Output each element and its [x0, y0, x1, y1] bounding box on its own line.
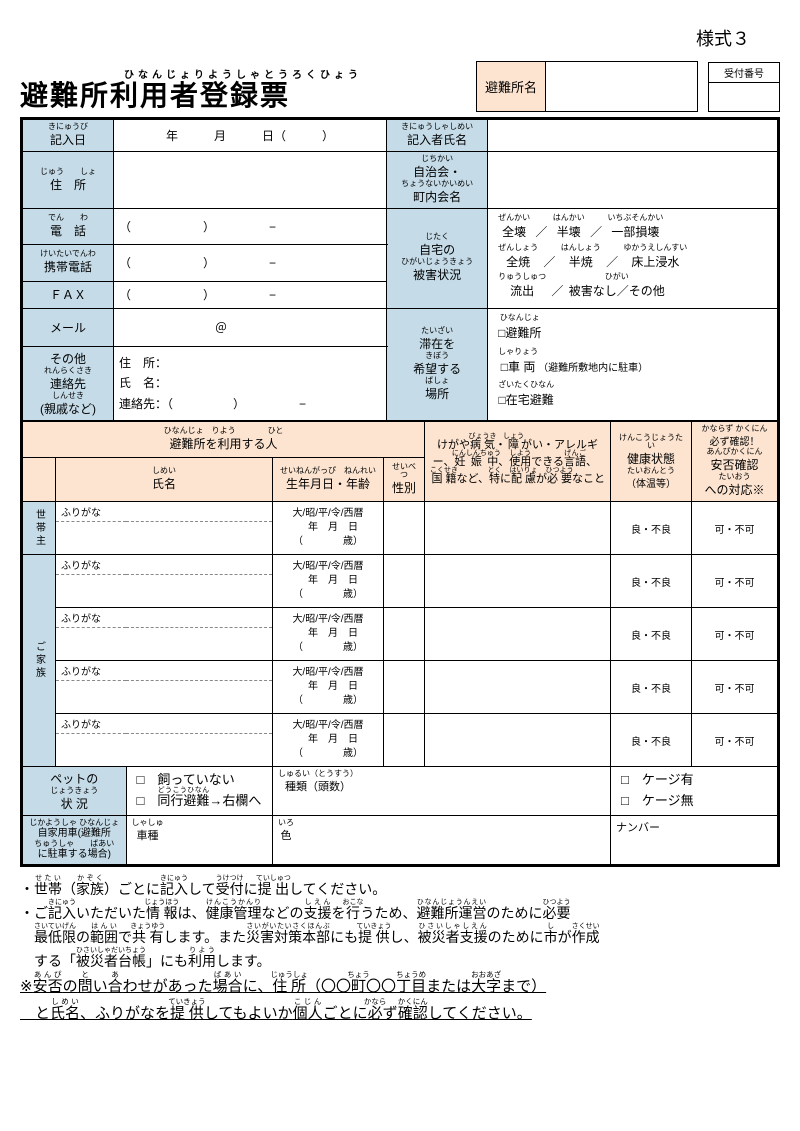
notes: ・世帯せたい（家族かぞく）ごとに記入きにゅうして受付うけつけに提出ていしゅつして… — [20, 875, 780, 1027]
mail-label: メール — [23, 308, 114, 346]
car-number-field[interactable]: ナンバー — [611, 816, 778, 865]
col-name: しめい氏名 — [152, 467, 176, 492]
stay-options[interactable]: ひなんじょ□避難所 しゃりょう□車 両（避難所敷地内に駐車） ざいたくひなん□在… — [488, 308, 778, 420]
car-type-field[interactable]: しゃしゅ車種 — [126, 816, 272, 865]
mail-field[interactable]: ＠ — [114, 308, 387, 346]
jichikai-label: じちかい自治会・ちょうないかいめい町内会名 — [392, 155, 482, 205]
sidebar-family: ご家族 — [23, 555, 56, 767]
care-field[interactable] — [425, 502, 611, 555]
damage-options[interactable]: ぜんかい全壊 ／ はんかい半壊 ／ いちぶそんかい一部損壊 ぜんしょう全焼 ／ … — [488, 209, 778, 309]
furigana-field[interactable]: ふりがな — [56, 555, 273, 575]
col-birth: せいねんがっぴ ねんれい生年月日・年齢 — [280, 467, 376, 492]
col-gender: せいべつ性別 — [389, 463, 419, 496]
pet-label: ペットのじょうきょう状 況 — [28, 770, 121, 812]
name-field[interactable] — [56, 522, 273, 555]
address-label: じゅう しょ住 所 — [40, 168, 96, 193]
other-contact-label: その他れんらくさき連絡先しんせき(親戚など) — [28, 350, 108, 417]
fax-label: ＦＡＸ — [23, 281, 114, 308]
jichikai-field[interactable] — [488, 152, 778, 209]
writer-name-field[interactable] — [488, 120, 778, 152]
stay-label: たいざい滞在をきぼう希望するばしょ場所 — [392, 327, 482, 402]
other-contact-field[interactable]: 住 所：氏 名：連絡先：（ ） − — [114, 347, 387, 421]
mobile-field[interactable]: （ ） − — [114, 245, 387, 281]
entry-date-field[interactable]: 年 月 日（ ） — [114, 120, 387, 152]
page-title: ひなんじょりようしゃとうろくひょう 避難所利用者登録票 — [20, 71, 466, 112]
safety-field[interactable]: 可・不可 — [692, 502, 778, 555]
tel-label: でん わ電 話 — [48, 214, 88, 239]
cage-opts[interactable]: □ ケージ有□ ケージ無 — [611, 767, 778, 816]
writer-label: きにゅうしゃしめい記入者氏名 — [401, 123, 473, 148]
birth-field[interactable]: 大/昭/平/令/西暦 年 月 日（ 歳） — [273, 502, 384, 555]
birth-field[interactable]: 大/昭/平/令/西暦 年 月 日（ 歳） — [273, 555, 384, 608]
entry-date-label: きにゅうび記入日 — [48, 123, 88, 148]
shelter-name-box: 避難所名 — [476, 61, 698, 112]
address-field[interactable] — [114, 152, 387, 209]
col-safety: かならず かくにん必ず確認！あんぴかくにん安否確認たいおうへの対応※ — [697, 425, 772, 498]
tel-field[interactable]: （ ） − — [114, 209, 387, 245]
sidebar-head: 世帯主 — [23, 502, 56, 555]
shelter-name-value[interactable] — [546, 62, 697, 111]
mobile-label: けいたいでんわ携帯電話 — [40, 250, 96, 275]
users-header: ひなんじょ りよう ひと避難所を利用する人 — [164, 427, 284, 452]
car-color-field[interactable]: いろ色 — [273, 816, 611, 865]
pet-type-field[interactable]: しゅるい（とうすう）種類（頭数） — [273, 767, 611, 816]
car-label: じかようしゃ ひなんじょ自家用車(避難所ちゅうしゃ ばあいに駐車する場合) — [28, 819, 121, 861]
home-damage-label: じたく自宅のひがいじょうきょう被害状況 — [392, 233, 482, 283]
fax-field[interactable]: （ ） − — [114, 281, 387, 308]
pet-opts[interactable]: □ 飼っていない□ 同行避難どうこうひなん→右欄へ — [126, 767, 272, 816]
gender-field[interactable] — [384, 502, 425, 555]
receipt-number[interactable] — [709, 83, 779, 111]
col-care: けがや病気びょうき・障しょうがい・アレルギー、妊娠中にんしんちゅう、使用しようで… — [425, 422, 611, 502]
furigana-field[interactable]: ふりがな — [56, 502, 273, 522]
col-health: けんこうじょうたい健康状態たいおんとう（体温等） — [616, 434, 686, 490]
health-field[interactable]: 良・不良 — [611, 502, 692, 555]
form-number: 様式３ — [20, 20, 780, 61]
receipt-box: 受付番号 — [708, 62, 780, 112]
